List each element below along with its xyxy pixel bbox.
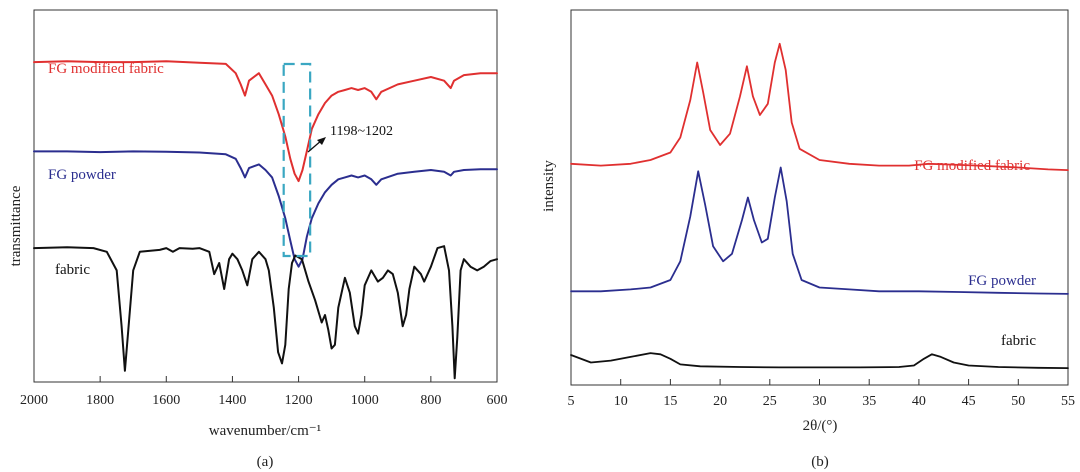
series-line-fabric xyxy=(570,352,1069,369)
x-tick-label: 5 xyxy=(568,394,575,409)
x-tick-label: 1400 xyxy=(218,393,246,408)
x-tick-label: 10 xyxy=(614,394,628,409)
annotation-text: 1198~1202 xyxy=(330,124,393,139)
peak-annotation: 1198~1202 xyxy=(307,124,393,153)
x-axis-ticks-a: 2000 1800 1600 1400 1200 1000 800 600 xyxy=(20,376,508,408)
series-group-a xyxy=(33,60,498,380)
x-tick-label: 50 xyxy=(1011,394,1025,409)
y-axis-title-b: intensity xyxy=(541,160,557,212)
panel-b-xrd-chart: 5 10 15 20 25 30 35 40 45 50 55 FG modified fabric… xyxy=(541,9,1075,470)
series-line-fg-modified-fabric xyxy=(570,42,1069,171)
x-tick-label: 800 xyxy=(420,393,441,408)
annotation-arrowhead xyxy=(317,137,326,145)
x-tick-label: 30 xyxy=(813,394,827,409)
series-line-fg-modified-fabric xyxy=(33,60,498,183)
x-tick-label: 55 xyxy=(1061,394,1075,409)
x-tick-label: 1800 xyxy=(86,393,114,408)
x-tick-label: 45 xyxy=(962,394,976,409)
x-axis-title-b: 2θ/(°) xyxy=(803,418,838,434)
x-tick-label: 20 xyxy=(713,394,727,409)
x-tick-label: 35 xyxy=(862,394,876,409)
series-label-fabric-a: fabric xyxy=(55,262,90,278)
x-tick-label: 2000 xyxy=(20,393,48,408)
x-tick-label: 600 xyxy=(487,393,508,408)
x-tick-label: 1000 xyxy=(351,393,379,408)
x-tick-label: 40 xyxy=(912,394,926,409)
x-tick-label: 1600 xyxy=(152,393,180,408)
panel-a-ftir-chart: 2000 1800 1600 1400 1200 1000 800 600 1198~1202… xyxy=(8,9,508,470)
panel-label-b: (b) xyxy=(811,454,829,470)
plot-frame-a xyxy=(33,9,498,383)
x-axis-ticks-b: 5 10 15 20 25 30 35 40 45 50 55 xyxy=(568,379,1075,409)
series-line-fabric xyxy=(33,245,498,380)
series-label-fg-modified-fabric-a: FG modified fabric xyxy=(48,61,164,77)
series-label-fg-powder-b: FG powder xyxy=(968,273,1036,289)
plot-frame-b xyxy=(570,9,1069,386)
panel-label-a: (a) xyxy=(257,454,274,470)
x-tick-label: 1200 xyxy=(285,393,313,408)
series-label-fg-powder-a: FG powder xyxy=(48,167,116,183)
y-axis-title-a: transmittance xyxy=(8,185,24,266)
x-tick-label: 25 xyxy=(763,394,777,409)
x-tick-label: 15 xyxy=(663,394,677,409)
series-line-fg-powder xyxy=(570,166,1069,295)
series-label-fabric-b: fabric xyxy=(1001,333,1036,349)
x-axis-title-a: wavenumber/cm⁻¹ xyxy=(209,423,321,439)
highlight-box xyxy=(282,62,312,258)
series-group-b xyxy=(570,42,1069,369)
series-label-fg-modified-fabric-b: FG modified fabric xyxy=(914,158,1030,174)
